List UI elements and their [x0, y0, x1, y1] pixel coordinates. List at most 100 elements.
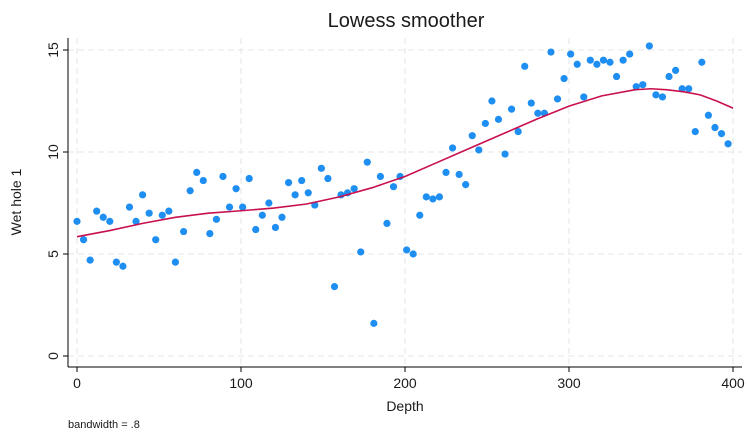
- data-point: [99, 213, 107, 221]
- data-point: [125, 203, 134, 211]
- data-point: [606, 58, 614, 66]
- data-point: [475, 146, 483, 154]
- data-point: [219, 172, 227, 181]
- data-point: [416, 211, 424, 219]
- data-point: [73, 217, 81, 225]
- data-point: [547, 48, 555, 56]
- lowess-line: [76, 87, 734, 238]
- chart-title: Lowess smoother: [328, 10, 485, 32]
- data-point: [442, 168, 450, 176]
- data-point: [508, 105, 516, 113]
- data-point: [652, 91, 660, 99]
- x-tick-label: 100: [229, 375, 253, 391]
- data-point: [704, 111, 713, 119]
- data-point: [409, 250, 417, 258]
- data-point: [350, 185, 358, 193]
- data-point: [212, 215, 220, 223]
- data-point: [245, 174, 253, 183]
- data-point: [165, 207, 173, 215]
- data-point: [383, 219, 391, 227]
- data-point: [106, 217, 114, 225]
- data-point: [586, 56, 594, 64]
- data-point: [455, 170, 463, 179]
- data-point: [291, 191, 299, 199]
- data-point: [363, 158, 371, 166]
- data-point: [553, 95, 562, 103]
- data-point: [691, 128, 699, 136]
- data-point: [462, 181, 470, 189]
- y-tick-label: 0: [45, 352, 61, 360]
- x-axis-label: Depth: [386, 398, 423, 414]
- data-point: [534, 109, 542, 117]
- data-point: [284, 179, 293, 187]
- data-point: [171, 258, 179, 266]
- data-point: [527, 99, 535, 107]
- data-point: [435, 193, 444, 201]
- data-point: [376, 172, 384, 181]
- data-point: [665, 72, 673, 81]
- data-point: [152, 236, 160, 244]
- data-point: [429, 195, 437, 203]
- data-point: [298, 176, 306, 185]
- data-point: [717, 130, 726, 138]
- data-point: [225, 203, 234, 211]
- data-point: [119, 262, 127, 270]
- y-tick-label: 5: [45, 250, 61, 258]
- data-point: [698, 58, 706, 66]
- data-point: [232, 185, 240, 193]
- grid: [68, 38, 742, 367]
- data-point: [488, 97, 496, 105]
- data-point: [252, 225, 260, 234]
- data-point: [494, 115, 503, 123]
- data-point: [567, 50, 575, 58]
- data-point: [468, 132, 476, 140]
- data-point: [389, 183, 398, 191]
- axes: 0 100 200 300 400 0 5 10 15: [45, 38, 745, 391]
- data-point: [658, 93, 667, 101]
- data-point: [79, 236, 88, 244]
- data-point: [403, 246, 411, 254]
- data-point: [481, 119, 489, 128]
- data-point: [678, 85, 686, 93]
- data-point: [626, 50, 634, 58]
- data-point: [448, 144, 457, 152]
- data-point: [330, 283, 339, 291]
- data-point: [324, 174, 332, 183]
- y-tick-label: 15: [45, 42, 61, 58]
- y-axis-label: Wet hole 1: [8, 168, 24, 235]
- y-tick-label: 10: [45, 144, 61, 160]
- data-point: [599, 56, 608, 64]
- data-point: [521, 62, 529, 70]
- x-tick-label: 200: [393, 375, 417, 391]
- data-point: [258, 211, 266, 219]
- plot-area: [73, 42, 734, 327]
- data-point: [271, 223, 280, 232]
- data-point: [93, 207, 101, 215]
- data-point: [514, 128, 522, 136]
- data-point: [186, 187, 194, 195]
- data-point: [357, 248, 365, 256]
- data-point: [370, 319, 378, 327]
- x-tick-label: 300: [557, 375, 581, 391]
- data-point: [278, 213, 286, 221]
- data-point: [145, 209, 153, 217]
- data-point: [580, 93, 588, 101]
- data-point: [639, 81, 647, 89]
- data-point: [672, 66, 680, 74]
- data-point: [158, 211, 166, 219]
- bandwidth-note: bandwidth = .8: [68, 419, 140, 431]
- data-point: [86, 256, 94, 264]
- data-point: [112, 258, 120, 266]
- data-point: [193, 168, 201, 176]
- data-point: [422, 193, 430, 201]
- data-point: [265, 199, 273, 207]
- x-tick-label: 0: [73, 375, 81, 391]
- data-point: [573, 60, 581, 68]
- data-point: [724, 140, 732, 148]
- data-point: [132, 217, 140, 225]
- data-point: [206, 230, 214, 238]
- data-point: [593, 60, 601, 68]
- x-tick-label: 400: [721, 375, 745, 391]
